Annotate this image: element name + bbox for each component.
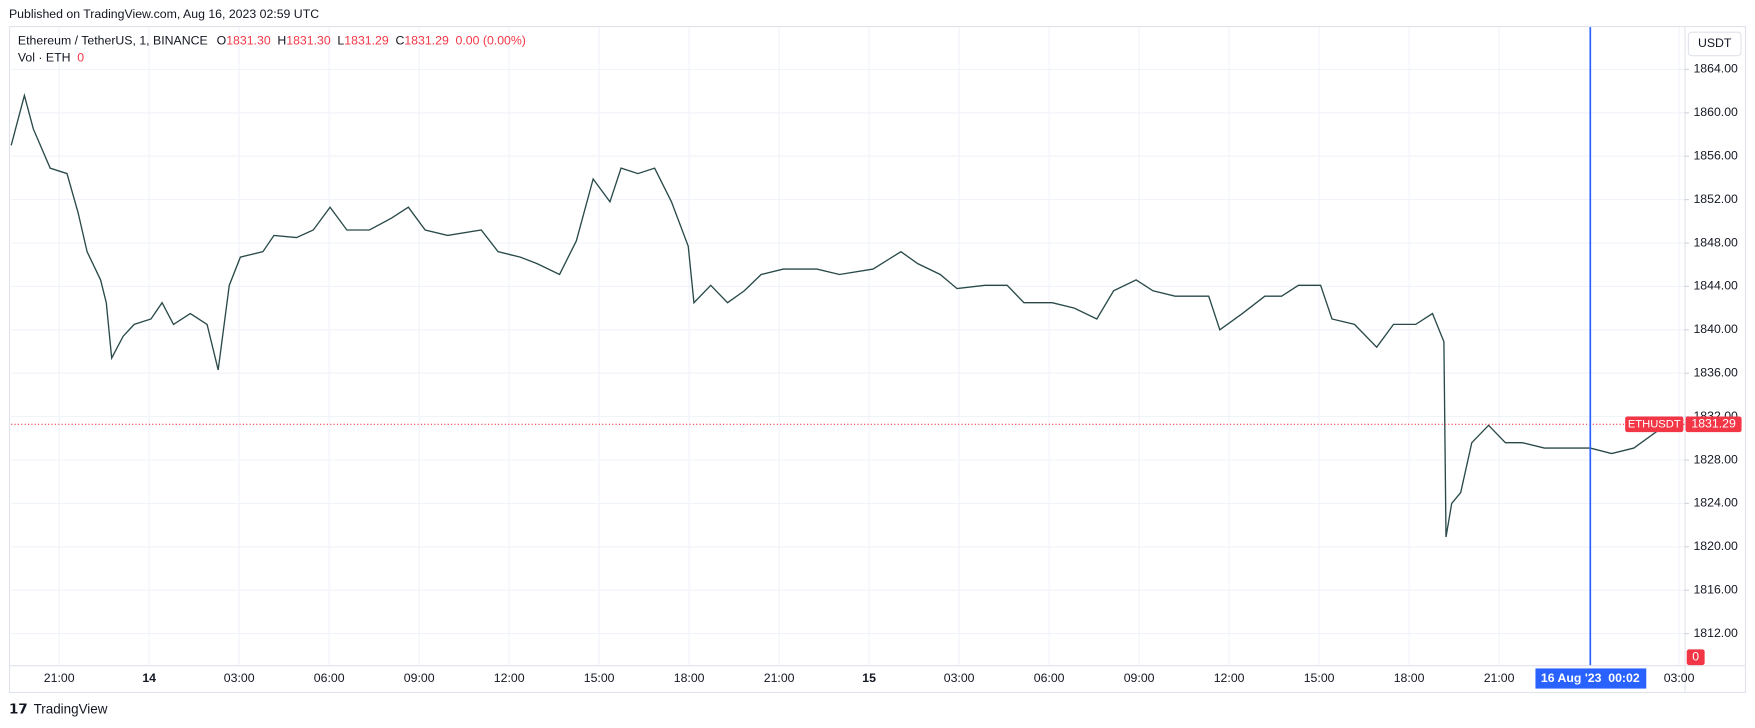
x-tick-label: 21:00	[44, 671, 75, 685]
x-tick-label: 03:00	[1664, 671, 1695, 685]
ohlc-key: C	[395, 34, 404, 48]
x-tick-label: 06:00	[1034, 671, 1065, 685]
x-tick-label: 14	[142, 671, 156, 685]
x-tick-label: 15:00	[1304, 671, 1335, 685]
x-tick-label: 06:00	[314, 671, 345, 685]
crosshair-badge	[1535, 668, 1647, 689]
volume-badge	[1686, 649, 1705, 666]
y-tick-label: 1836.00	[1693, 365, 1738, 379]
y-tick-label: 1844.00	[1693, 279, 1738, 293]
x-tick-label: 03:00	[224, 671, 255, 685]
y-tick-label: 1848.00	[1693, 235, 1738, 249]
volume-badge-label: 0	[1692, 649, 1699, 663]
x-tick-label: 09:00	[404, 671, 435, 685]
last-price-label: 1831.29	[1691, 417, 1736, 431]
x-tick-label: 18:00	[674, 671, 705, 685]
plot: 1812.001816.001820.001824.001828.001832.…	[10, 27, 1742, 689]
footer: TradingView	[34, 701, 108, 716]
price-line	[10, 92, 1676, 538]
series-name-label: ETHUSDT	[1628, 418, 1681, 430]
volume-name: Vol · ETH	[18, 51, 71, 65]
y-tick-label: 1820.00	[1693, 539, 1738, 553]
ohlc-value: 1831.30	[286, 34, 331, 48]
last-price-badge	[1685, 416, 1742, 433]
y-tick-label: 1852.00	[1693, 192, 1738, 206]
logo-mark: 𝟭𝟳	[9, 701, 28, 716]
x-tick-label: 21:00	[1484, 671, 1515, 685]
x-tick-label: 03:00	[944, 671, 975, 685]
change: 0.00 (0.00%)	[456, 34, 526, 48]
y-tick-label: 1840.00	[1693, 322, 1738, 336]
ohlc-key: H	[277, 34, 286, 48]
x-tick-label: 09:00	[1124, 671, 1155, 685]
x-tick-label: 18:00	[1394, 671, 1425, 685]
ohlc-key: L	[337, 34, 344, 48]
x-tick-label: 12:00	[1214, 671, 1245, 685]
y-tick-label: 1824.00	[1693, 496, 1738, 510]
ohlc-value: 1831.29	[404, 34, 449, 48]
legend: Ethereum / TetherUS, 1, BINANCE O1831.30 H…	[18, 34, 526, 48]
y-tick-label: 1856.00	[1693, 148, 1738, 162]
volume-value: 0	[77, 51, 84, 65]
symbol: Ethereum / TetherUS, 1, BINANCE	[18, 34, 208, 48]
published: Published on TradingView.com, Aug 16, 20…	[9, 7, 319, 21]
y-tick-label: 1860.00	[1693, 105, 1738, 119]
y-tick-label: 1812.00	[1693, 626, 1738, 640]
grid	[11, 27, 1685, 666]
volume-legend: Vol · ETH 0	[18, 51, 84, 65]
currency-button[interactable]	[1687, 31, 1742, 57]
ohlc-key: O	[217, 34, 227, 48]
x-tick-label: 15	[862, 671, 876, 685]
y-tick-label: 1828.00	[1693, 452, 1738, 466]
series-name-badge	[1625, 416, 1684, 433]
currency-label: USDT	[1698, 36, 1732, 50]
x-tick-label: 12:00	[494, 671, 525, 685]
x-tick-label: 15:00	[584, 671, 615, 685]
crosshair-label: 16 Aug '23 00:02	[1541, 671, 1640, 685]
y-tick-label: 1816.00	[1693, 582, 1738, 596]
ohlc-value: 1831.30	[226, 34, 271, 48]
frame	[8, 25, 1747, 694]
x-tick-label: 21:00	[764, 671, 795, 685]
ohlc-value: 1831.29	[344, 34, 389, 48]
y-tick-label: 1864.00	[1693, 62, 1738, 76]
